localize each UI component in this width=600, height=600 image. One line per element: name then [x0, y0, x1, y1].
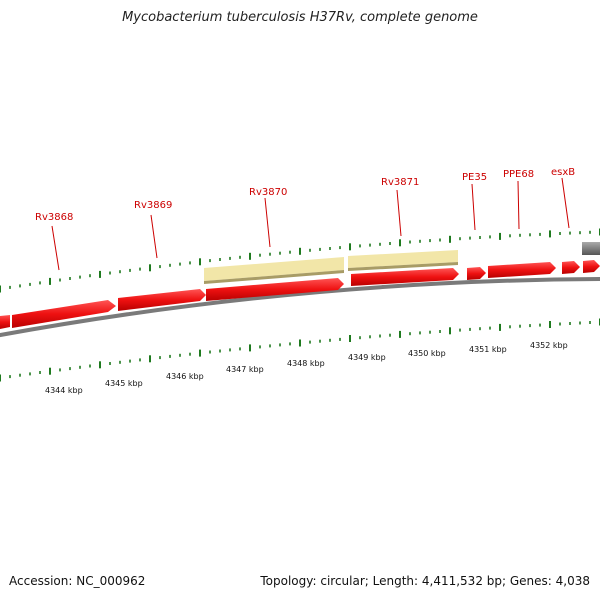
gene-arrow-esxb[interactable] [488, 262, 556, 278]
kbp-tick-label: 4351 kbp [469, 345, 507, 354]
highlight-region[interactable] [204, 257, 344, 284]
kbp-tick-label: 4352 kbp [530, 341, 568, 350]
gene-label-rv3869[interactable]: Rv3869 [134, 200, 172, 211]
gene-arrow[interactable] [583, 260, 600, 273]
kbp-tick-label: 4345 kbp [105, 379, 143, 388]
gene-arrow[interactable] [562, 261, 580, 274]
gene-label-ppe68[interactable]: PPE68 [503, 169, 534, 180]
accession-label: Accession: NC_000962 [9, 574, 146, 588]
gene-arrow-rv3870[interactable] [118, 289, 206, 311]
page-title: Mycobacterium tuberculosis H37Rv, comple… [122, 10, 478, 25]
gene-label-rv3871[interactable]: Rv3871 [381, 177, 419, 188]
kbp-tick-label: 4348 kbp [287, 359, 325, 368]
kbp-tick-label: 4344 kbp [45, 386, 83, 395]
gene-arrow-pe35[interactable] [351, 268, 459, 286]
feature-box[interactable] [582, 242, 600, 255]
gene-label-rv3870[interactable]: Rv3870 [249, 187, 287, 198]
gene-label-pe35[interactable]: PE35 [462, 172, 487, 183]
gene-arrow-ppe68[interactable] [467, 267, 486, 280]
gene-label-esxb[interactable]: esxB [551, 167, 575, 178]
gene-label-rv3868[interactable]: Rv3868 [35, 212, 73, 223]
kbp-tick-label: 4350 kbp [408, 349, 446, 358]
kbp-tick-label: 4349 kbp [348, 353, 386, 362]
gene-label-leaders [51, 177, 570, 271]
genome-backbone [0, 277, 600, 338]
upper-tick-row [0, 228, 600, 293]
kbp-tick-label: 4346 kbp [166, 372, 204, 381]
highlight-region[interactable] [348, 250, 458, 271]
genome-summary: Topology: circular; Length: 4,411,532 bp… [260, 574, 590, 588]
gene-arrow-rv3869[interactable] [12, 300, 116, 328]
kbp-tick-label: 4347 kbp [226, 365, 264, 374]
gene-arrow-rv3871[interactable] [206, 278, 344, 301]
gene-arrow-rv3868[interactable] [0, 315, 10, 329]
lower-tick-row [0, 318, 600, 382]
